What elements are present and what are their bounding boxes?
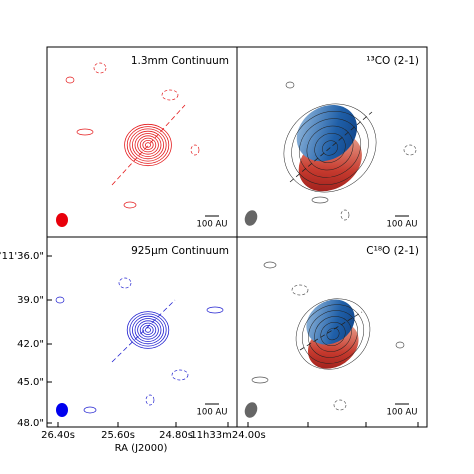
noise-contour — [340, 209, 350, 221]
contour — [326, 327, 340, 341]
contour — [139, 322, 157, 338]
noise-contour — [83, 406, 97, 414]
noise-contour — [311, 196, 329, 204]
noise-contour — [206, 306, 224, 314]
panel-title: 1.3mm Continuum — [131, 55, 229, 67]
beam — [56, 403, 68, 417]
contour — [126, 311, 170, 349]
contour — [306, 125, 354, 171]
contour — [322, 140, 338, 156]
noise-contour — [145, 394, 155, 406]
blueshifted-emission — [306, 299, 355, 345]
noise-contour — [161, 89, 179, 101]
beam — [244, 402, 258, 418]
contours — [47, 62, 419, 427]
noise-contour — [55, 296, 65, 304]
contour — [295, 298, 371, 370]
noise-contour — [93, 62, 107, 74]
x-axis-label: RA (J2000) — [115, 443, 168, 454]
contour — [291, 111, 369, 185]
contour — [137, 135, 159, 155]
noise-contour — [285, 81, 295, 89]
y-tick-label: 45.0" — [17, 377, 44, 388]
contour — [142, 139, 154, 150]
noise-contour — [76, 128, 94, 136]
panel-title: ¹³CO (2-1) — [366, 55, 419, 67]
contour — [131, 315, 164, 345]
y-tick-label: 39.0" — [17, 295, 44, 306]
contour — [124, 123, 172, 167]
beam — [56, 213, 68, 227]
contour — [283, 103, 377, 193]
contour — [137, 320, 159, 340]
contour — [129, 128, 167, 162]
axis-line — [289, 111, 373, 183]
scale-bar-label: 100 AU — [197, 220, 228, 230]
panel-title: 925μm Continuum — [131, 245, 229, 257]
contour — [134, 318, 162, 342]
noise-contour — [403, 144, 417, 156]
contour — [302, 304, 364, 364]
panel-title: C¹⁸O (2-1) — [366, 245, 419, 257]
noise-contour — [251, 376, 269, 384]
contour — [134, 133, 162, 157]
contour — [129, 313, 167, 347]
contour — [144, 142, 151, 148]
noise-contour — [190, 144, 200, 156]
contour — [314, 133, 346, 163]
x-tick-label: 26.40s — [41, 430, 75, 441]
noise-contour — [263, 261, 277, 269]
scale-bar-label: 100 AU — [387, 220, 418, 230]
contour — [314, 316, 352, 352]
noise-contour — [333, 399, 347, 411]
contour — [320, 321, 346, 347]
contour — [308, 310, 358, 358]
scale-bar-label: 100 AU — [197, 408, 228, 418]
y-tick-label: °11'36.0" — [0, 251, 44, 262]
noise-contour — [171, 369, 189, 381]
axis-line — [111, 104, 186, 186]
x-tick-label: 11h33m24.00s — [190, 430, 265, 441]
noise-contour — [395, 341, 405, 349]
beam — [244, 210, 258, 226]
y-tick-label: 42.0" — [17, 339, 44, 350]
noise-contour — [123, 201, 137, 209]
blueshifted-emission — [296, 104, 358, 162]
x-tick-label: 24.80s — [159, 430, 193, 441]
contour — [126, 126, 170, 164]
noise-contour — [65, 76, 75, 84]
noise-contour — [291, 284, 309, 296]
contour — [144, 327, 151, 333]
contour — [142, 324, 154, 335]
scale-bar-label: 100 AU — [387, 408, 418, 418]
axis-line — [299, 311, 363, 351]
axis-line — [111, 299, 176, 363]
x-tick-label: 25.60s — [101, 430, 135, 441]
y-tick-label: 48.0" — [17, 418, 44, 429]
noise-contour — [118, 277, 132, 289]
contour — [139, 137, 157, 153]
contour — [131, 130, 164, 160]
contour — [299, 118, 361, 178]
